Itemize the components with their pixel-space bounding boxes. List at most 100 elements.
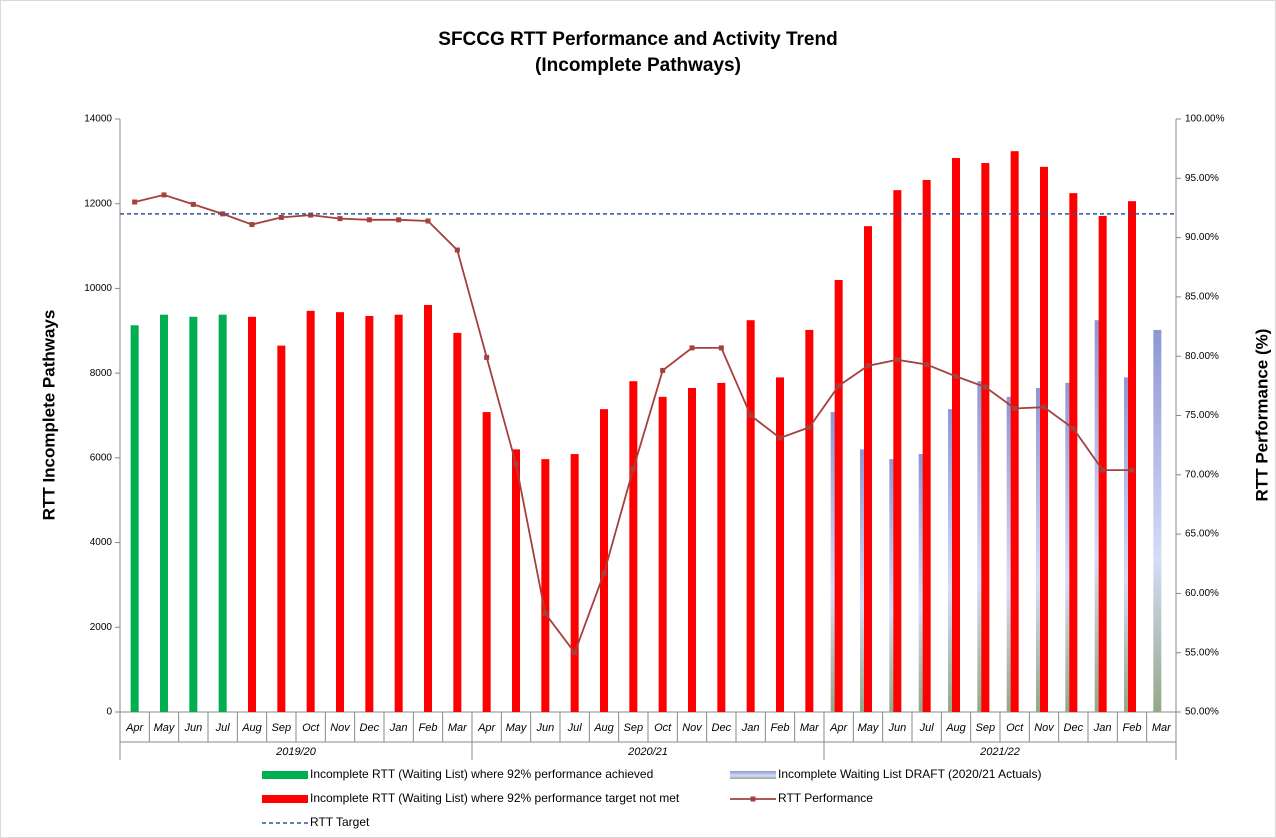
performance-marker (161, 192, 167, 198)
x-tick-label: Jan (741, 722, 760, 734)
y2-tick-label: 70.00% (1185, 469, 1219, 480)
performance-marker (308, 212, 314, 218)
performance-marker (718, 345, 724, 351)
y-tick-label: 8000 (90, 368, 113, 379)
performance-marker (425, 218, 431, 224)
performance-marker (1100, 467, 1106, 473)
y2-tick-label: 100.00% (1185, 114, 1225, 125)
x-tick-label: Sep (272, 722, 292, 734)
x-tick-label: Feb (419, 722, 438, 734)
performance-marker (132, 199, 138, 205)
bar (248, 316, 256, 712)
bar (1069, 193, 1078, 712)
bar (658, 396, 667, 712)
x-tick-label: Sep (624, 722, 644, 734)
bar (277, 345, 286, 712)
y2-tick-label: 95.00% (1185, 173, 1219, 184)
y-tick-label: 12000 (84, 198, 112, 209)
x-tick-label: Nov (682, 722, 703, 734)
performance-marker (894, 357, 900, 363)
performance-marker (454, 247, 460, 253)
group-label: 2021/22 (979, 746, 1020, 758)
x-tick-label: Dec (712, 722, 732, 734)
bar (482, 412, 491, 712)
bar (1040, 166, 1048, 712)
y-tick-label: 14000 (84, 114, 112, 125)
y2-tick-label: 50.00% (1185, 707, 1219, 718)
legend-label: Incomplete RTT (Waiting List) where 92% … (310, 791, 680, 805)
bar (218, 314, 227, 712)
performance-marker (924, 362, 930, 368)
performance-marker (689, 345, 695, 351)
y-tick-label: 0 (106, 707, 112, 718)
legend-swatch (750, 796, 756, 802)
bar (981, 163, 990, 713)
x-tick-label: Feb (771, 722, 790, 734)
chart-subtitle: (Incomplete Pathways) (535, 55, 741, 76)
x-tick-label: Apr (125, 722, 144, 734)
legend-swatch (730, 771, 776, 779)
performance-marker (630, 466, 636, 472)
performance-marker (1012, 405, 1018, 411)
bar (776, 377, 784, 712)
x-tick-label: Aug (241, 722, 262, 734)
x-tick-label: Apr (477, 722, 496, 734)
x-tick-label: Jan (1093, 722, 1112, 734)
performance-marker (542, 611, 548, 617)
legend-label: Incomplete RTT (Waiting List) where 92% … (310, 767, 653, 781)
performance-marker (513, 461, 519, 467)
bar (336, 312, 344, 712)
performance-marker (660, 367, 666, 373)
y-tick-label: 6000 (90, 452, 113, 463)
bar (893, 190, 902, 712)
y-tick-label: 2000 (90, 622, 113, 633)
x-tick-label: Oct (654, 722, 672, 734)
performance-marker (190, 201, 196, 207)
x-tick-label: Aug (945, 722, 966, 734)
group-label: 2019/20 (275, 746, 317, 758)
y2-tick-label: 65.00% (1185, 529, 1219, 540)
x-tick-label: Dec (360, 722, 380, 734)
y-tick-label: 4000 (90, 537, 113, 548)
performance-marker (836, 383, 842, 389)
y2-tick-label: 90.00% (1185, 232, 1219, 243)
bar (160, 314, 168, 712)
bar (1098, 215, 1107, 712)
x-tick-label: Sep (976, 722, 996, 734)
bar (570, 454, 579, 712)
y2-tick-label: 80.00% (1185, 351, 1219, 362)
bar (130, 325, 139, 712)
x-tick-label: May (506, 722, 528, 734)
performance-marker (396, 217, 402, 223)
bar (922, 179, 931, 713)
bar (746, 320, 755, 712)
performance-marker (953, 373, 959, 379)
bar (952, 157, 960, 712)
y2-axis-title: RTT Performance (%) (1252, 329, 1271, 502)
bar (834, 279, 843, 712)
bar (424, 304, 432, 712)
chart-title: SFCCG RTT Performance and Activity Trend (438, 29, 837, 50)
performance-marker (601, 570, 607, 576)
bar (365, 315, 374, 712)
performance-marker (220, 211, 226, 217)
legend-label: RTT Performance (778, 791, 873, 805)
x-tick-label: Aug (593, 722, 614, 734)
performance-marker (484, 354, 490, 360)
legend-label: Incomplete Waiting List DRAFT (2020/21 A… (778, 767, 1041, 781)
bar (189, 316, 198, 712)
performance-marker (1129, 467, 1135, 473)
x-tick-label: Jul (567, 722, 583, 734)
x-tick-label: Jul (919, 722, 935, 734)
y-tick-label: 10000 (84, 283, 112, 294)
x-tick-label: Jun (535, 722, 554, 734)
bar (512, 449, 520, 712)
bar (306, 310, 315, 712)
legend-swatch (262, 771, 308, 779)
performance-marker (748, 413, 754, 418)
bar (629, 381, 638, 712)
x-tick-label: Jan (389, 722, 408, 734)
performance-marker (1041, 404, 1047, 410)
y-axis-title: RTT Incomplete Pathways (39, 310, 58, 521)
